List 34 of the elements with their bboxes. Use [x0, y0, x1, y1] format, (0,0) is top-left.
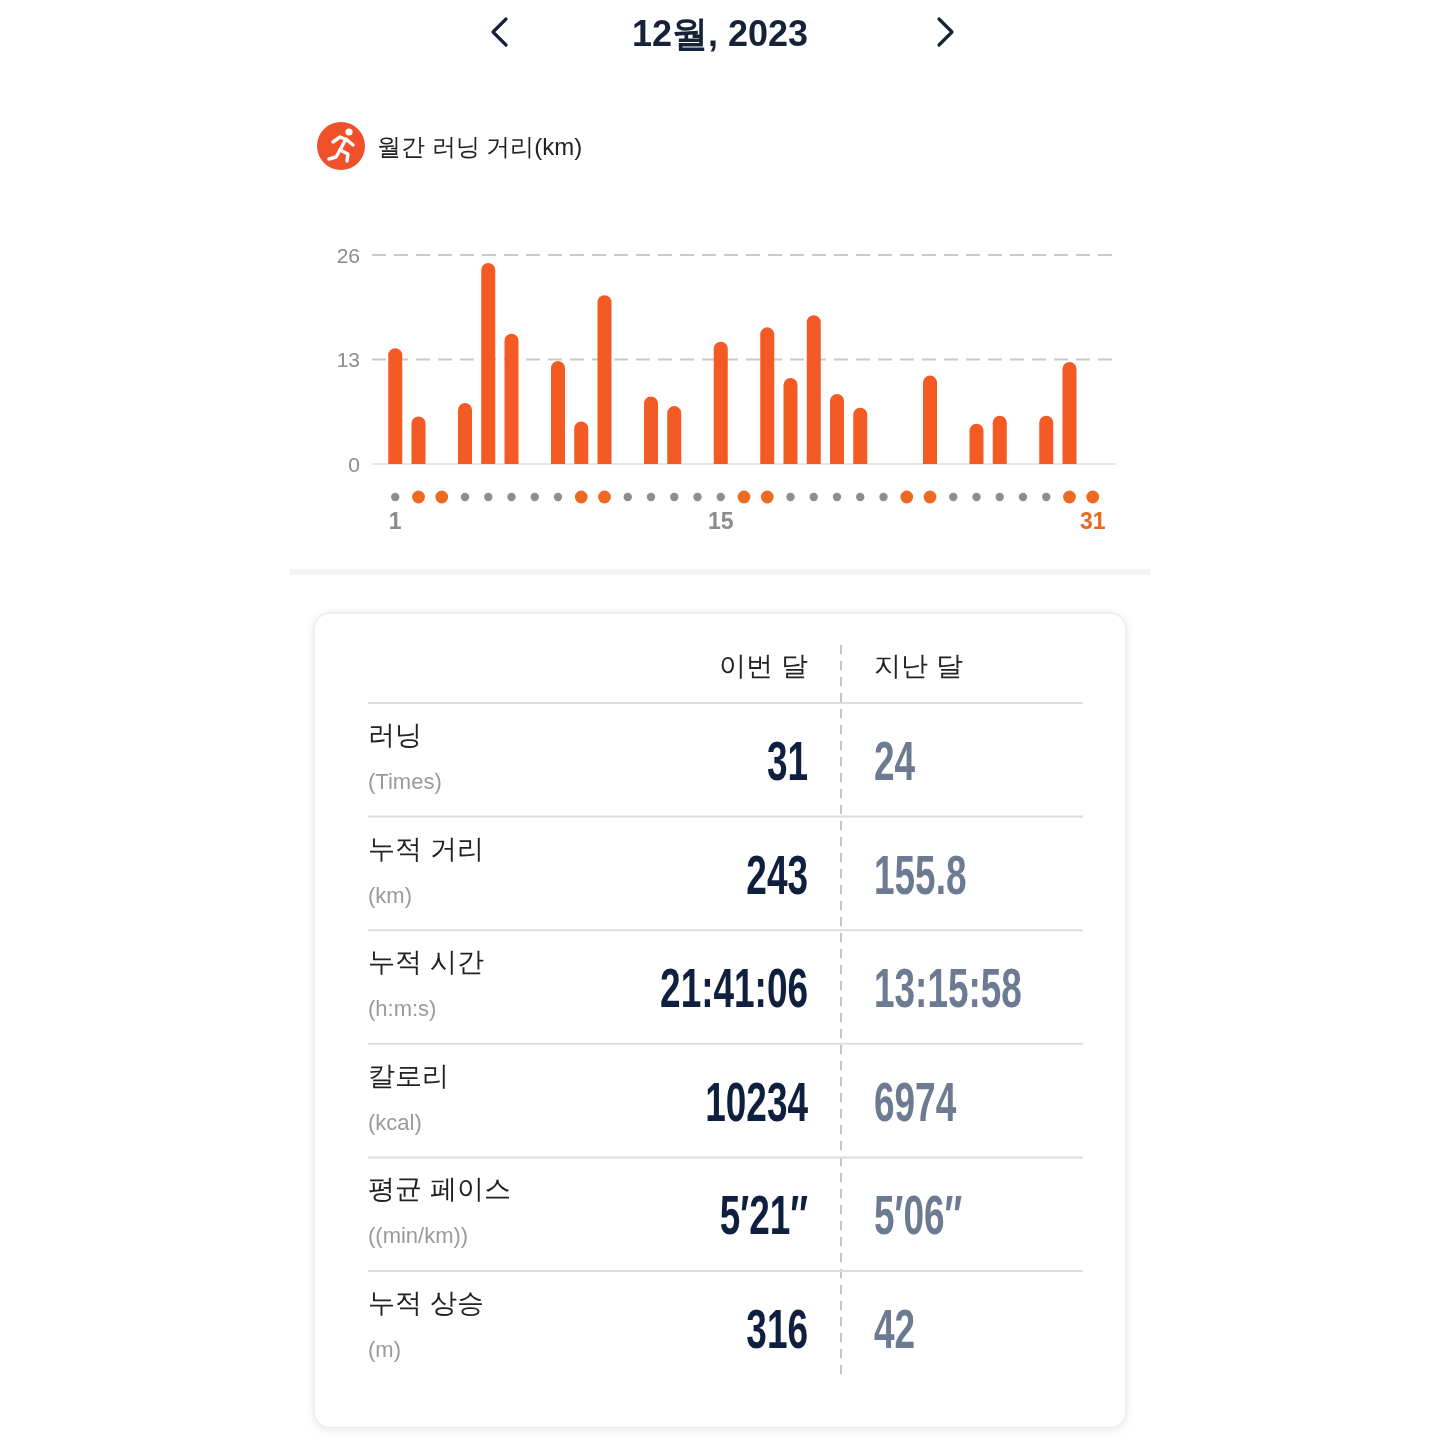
row-unit: (km): [368, 882, 412, 908]
row-label: 평균 페이스: [368, 1174, 511, 1205]
y-tick-label: 0: [348, 452, 360, 476]
y-tick-label: 26: [336, 243, 360, 267]
cell-value: 5′06″: [874, 1183, 963, 1247]
cell-value: 21:41:06: [660, 956, 808, 1019]
cell-value: 316: [746, 1297, 808, 1360]
cell-value: 155.8: [874, 842, 967, 906]
row-unit: (h:m:s): [368, 996, 437, 1022]
row-unit: (kcal): [368, 1109, 422, 1135]
row-unit: (m): [368, 1337, 401, 1362]
cell-value: 5′21″: [719, 1183, 808, 1247]
row-label: 누적 시간: [368, 947, 484, 978]
row-label: 러닝: [368, 720, 422, 750]
cell-value: 24: [874, 729, 916, 792]
row-label: 누적 상승: [368, 1288, 484, 1318]
cell-value: 42: [874, 1297, 916, 1360]
x-tick-label: 31: [1079, 508, 1106, 534]
cell-value: 31: [766, 729, 808, 792]
title: 12월, 2023: [631, 13, 809, 54]
row-label: 칼로리: [368, 1060, 449, 1091]
row-unit: (Times): [368, 769, 442, 794]
column-header: 지난 달: [874, 651, 963, 681]
column-header: 이번 달: [719, 651, 808, 681]
row-unit: ((min/km)): [368, 1223, 469, 1249]
x-tick-label: 1: [388, 508, 402, 534]
cell-value: 10234: [705, 1070, 808, 1133]
cell-value: 13:15:58: [874, 956, 1022, 1019]
y-tick-label: 13: [336, 348, 360, 371]
row-label: 누적 거리: [368, 833, 484, 864]
subtitle: 월간 러닝 거리(km): [377, 133, 583, 160]
cell-value: 6974: [874, 1070, 957, 1133]
x-tick-label: 15: [707, 508, 734, 534]
cell-value: 243: [746, 842, 808, 906]
